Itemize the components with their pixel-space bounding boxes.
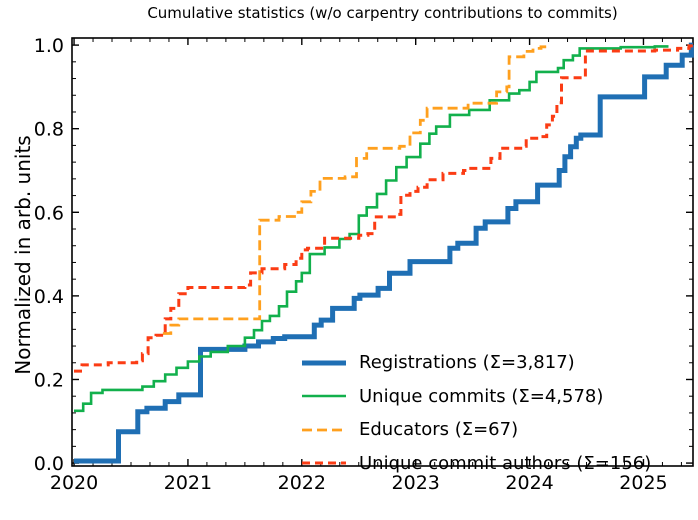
x-tick-label: 2023 [392,472,440,494]
axes-frame [71,37,694,467]
legend-line-registrations [302,360,346,366]
chart-title: Cumulative statistics (w/o carpentry con… [147,4,618,22]
legend-label-educators: Educators (Σ=67) [359,419,519,441]
y-tick-label: 0.6 [34,202,64,224]
legend-item-unique-commit-authors: Unique commit authors (Σ=156) [302,447,692,481]
legend: Registrations (Σ=3,817) Unique commits (… [302,346,692,480]
x-tick-label: 2021 [164,472,212,494]
y-tick-label: 0.8 [34,119,64,141]
y-axis-label: Normalized in arb. units [11,135,35,375]
legend-line-educators [302,428,346,432]
y-tick-label: 0.2 [34,369,64,391]
series-line-unique-commit-authors [74,44,693,373]
legend-label-unique-commits: Unique commits (Σ=4,578) [359,385,604,407]
legend-label-registrations: Registrations (Σ=3,817) [359,352,575,374]
y-tick-label: 0.0 [34,453,64,475]
legend-item-educators: Educators (Σ=67) [302,413,692,447]
legend-item-unique-commits: Unique commits (Σ=4,578) [302,380,692,414]
series-line-unique-commits [74,45,669,413]
x-tick-label: 2022 [278,472,326,494]
legend-line-unique-commits [302,394,346,398]
legend-line-unique-commit-authors [302,461,346,465]
x-tick-label: 2024 [505,472,553,494]
legend-label-unique-commit-authors: Unique commit authors (Σ=156) [359,452,652,474]
x-tick-label: 2025 [619,472,667,494]
legend-item-registrations: Registrations (Σ=3,817) [302,346,692,380]
x-tick-label: 2020 [50,472,98,494]
y-tick-label: 1.0 [34,35,64,57]
series-line-educators [162,45,548,335]
y-tick-label: 0.4 [34,286,64,308]
